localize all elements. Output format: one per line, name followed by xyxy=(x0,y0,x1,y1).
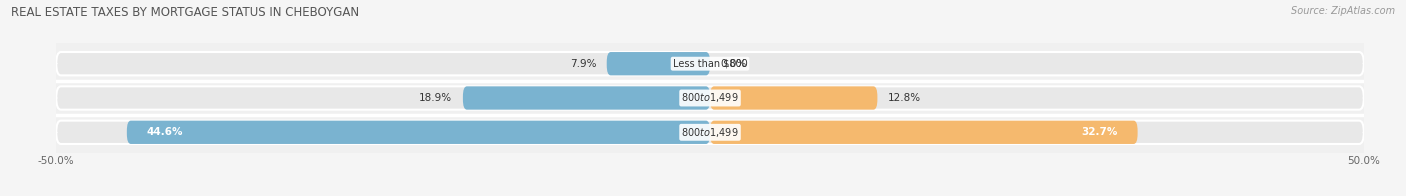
Text: 12.8%: 12.8% xyxy=(887,93,921,103)
FancyBboxPatch shape xyxy=(463,86,710,110)
Text: 44.6%: 44.6% xyxy=(146,127,183,137)
Text: 7.9%: 7.9% xyxy=(569,59,596,69)
FancyBboxPatch shape xyxy=(127,121,710,144)
FancyBboxPatch shape xyxy=(56,121,1364,144)
FancyBboxPatch shape xyxy=(607,52,710,75)
Text: 32.7%: 32.7% xyxy=(1081,127,1118,137)
FancyBboxPatch shape xyxy=(56,86,1364,110)
FancyBboxPatch shape xyxy=(56,52,1364,75)
FancyBboxPatch shape xyxy=(710,121,1137,144)
Text: $800 to $1,499: $800 to $1,499 xyxy=(682,92,738,104)
Text: 0.0%: 0.0% xyxy=(720,59,747,69)
Text: 18.9%: 18.9% xyxy=(419,93,453,103)
FancyBboxPatch shape xyxy=(710,86,877,110)
Text: REAL ESTATE TAXES BY MORTGAGE STATUS IN CHEBOYGAN: REAL ESTATE TAXES BY MORTGAGE STATUS IN … xyxy=(11,6,360,19)
Text: $800 to $1,499: $800 to $1,499 xyxy=(682,126,738,139)
Text: Source: ZipAtlas.com: Source: ZipAtlas.com xyxy=(1291,6,1395,16)
Text: Less than $800: Less than $800 xyxy=(672,59,748,69)
